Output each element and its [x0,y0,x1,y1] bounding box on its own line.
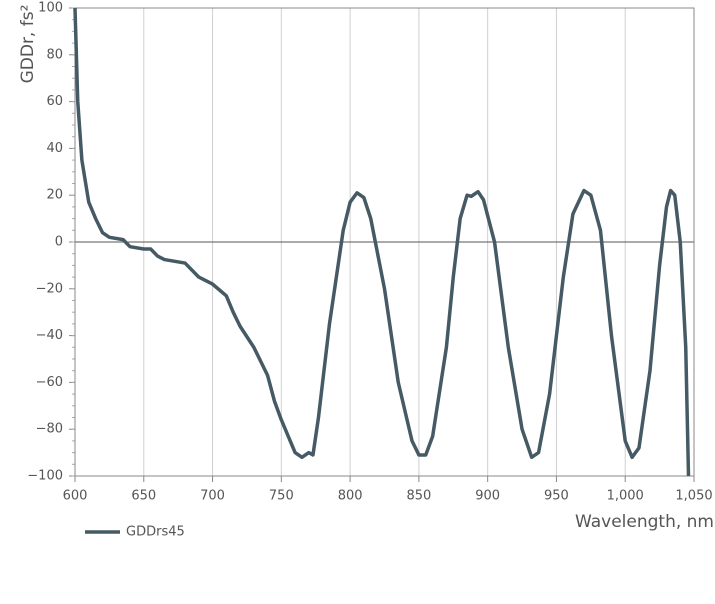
y-tick-label: −80 [36,422,63,437]
y-tick-label: −60 [36,375,63,390]
x-tick-label: 700 [200,489,225,504]
y-tick-label: 60 [46,94,63,109]
y-tick-label: 40 [46,141,63,156]
y-tick-label: 20 [46,188,63,203]
x-tick-label: 600 [63,489,88,504]
y-tick-label: 0 [55,235,63,250]
y-axis-title: GDDr, fs² [18,5,38,84]
x-tick-label: 950 [544,489,569,504]
legend-label: GDDrs45 [126,525,185,540]
x-tick-label: 900 [475,489,500,504]
x-tick-label: 1,000 [607,489,644,504]
x-tick-label: 1,050 [675,489,712,504]
x-tick-label: 800 [338,489,363,504]
data-line [73,7,691,477]
y-tick-label: −100 [27,469,63,484]
x-tick-label: 650 [131,489,156,504]
y-tick-label: −20 [36,281,63,296]
x-tick-label: 750 [269,489,294,504]
x-axis-title: Wavelength, nm [575,512,714,532]
y-tick-label: −40 [36,328,63,343]
plot-frame [74,7,695,477]
y-tick-label: 80 [46,47,63,62]
x-tick-label: 850 [406,489,431,504]
y-tick-label: 100 [38,1,63,16]
